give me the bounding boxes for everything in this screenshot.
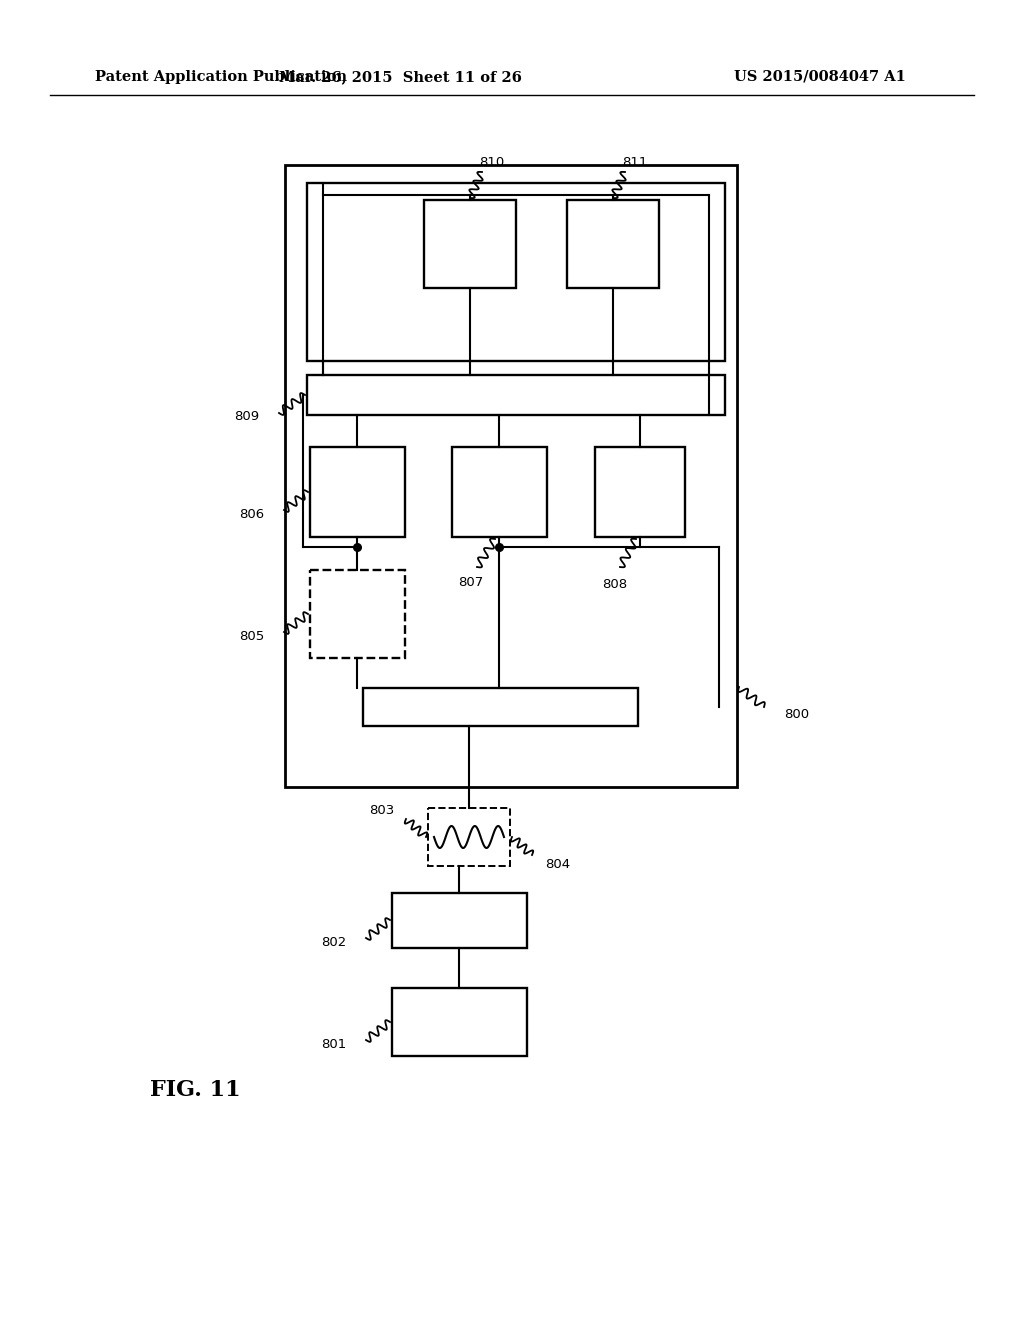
Bar xyxy=(392,894,527,948)
Text: 806: 806 xyxy=(239,507,264,520)
Bar xyxy=(310,570,406,657)
Bar xyxy=(362,688,638,726)
Bar xyxy=(567,201,659,288)
Text: 801: 801 xyxy=(321,1038,346,1051)
Text: 804: 804 xyxy=(545,858,570,871)
Bar xyxy=(307,375,725,414)
Bar xyxy=(424,201,516,288)
Bar xyxy=(285,165,737,787)
Text: Patent Application Publication: Patent Application Publication xyxy=(95,70,347,84)
Text: 809: 809 xyxy=(233,411,259,424)
Text: 811: 811 xyxy=(623,156,648,169)
Bar xyxy=(428,808,510,866)
Text: 807: 807 xyxy=(459,577,483,590)
Text: 805: 805 xyxy=(239,630,264,643)
Text: 800: 800 xyxy=(784,709,809,722)
Bar xyxy=(595,447,685,537)
Text: Mar. 26, 2015  Sheet 11 of 26: Mar. 26, 2015 Sheet 11 of 26 xyxy=(279,70,521,84)
Text: 808: 808 xyxy=(602,578,628,590)
Text: 810: 810 xyxy=(479,156,505,169)
Text: US 2015/0084047 A1: US 2015/0084047 A1 xyxy=(734,70,906,84)
Bar xyxy=(307,183,725,360)
Text: 802: 802 xyxy=(321,936,346,949)
Bar xyxy=(392,987,527,1056)
Text: FIG. 11: FIG. 11 xyxy=(150,1078,241,1101)
Text: 803: 803 xyxy=(369,804,394,817)
Bar xyxy=(310,447,406,537)
Bar xyxy=(452,447,547,537)
